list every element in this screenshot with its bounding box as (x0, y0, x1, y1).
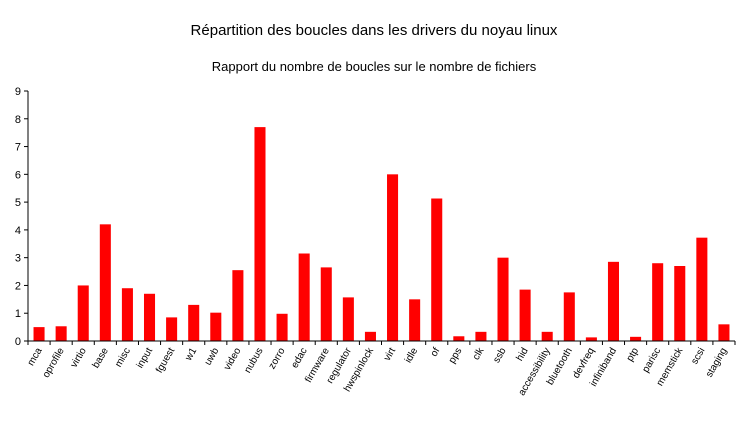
x-tick-label: video (222, 346, 244, 373)
chart-title: Répartition des boucles dans les drivers… (191, 22, 558, 39)
bar-hwspinlock (364, 331, 376, 341)
y-tick-label: 4 (15, 225, 21, 237)
y-tick-label: 0 (15, 336, 21, 348)
bar-scsi (696, 237, 708, 341)
x-tick-label: of (429, 346, 443, 359)
bar-nubus (254, 127, 266, 341)
x-tick-label: virtio (69, 346, 89, 370)
y-tick-label: 9 (15, 86, 21, 98)
x-tick-label: oprofile (41, 346, 67, 380)
x-tick-label: edac (289, 346, 309, 370)
bar-zorro (276, 313, 288, 341)
bar-devfreq (585, 337, 597, 341)
bar-bluetooth (563, 292, 575, 341)
bar-uwb (210, 312, 222, 341)
bar-w1 (188, 304, 200, 341)
bar-accessibility (541, 331, 553, 341)
x-tick-label: idle (403, 346, 421, 365)
bar-video (232, 270, 244, 341)
x-tick-label: ptp (625, 346, 642, 364)
bar-hid (519, 289, 531, 341)
bar-regulator (342, 297, 354, 341)
bar-virtio (77, 285, 89, 341)
bar-pps (453, 336, 465, 341)
y-tick-label: 3 (15, 253, 21, 265)
y-tick-label: 8 (15, 114, 21, 126)
x-tick-label: uwb (203, 346, 222, 368)
x-tick-label: clk (471, 345, 487, 362)
x-tick-label: misc (113, 346, 133, 369)
bar-clk (475, 331, 487, 341)
bar-ptp (630, 336, 642, 341)
y-axis: 0 1 2 3 4 5 6 7 8 9 (15, 86, 29, 348)
bar-mca (33, 327, 45, 341)
bar-idle (409, 299, 421, 341)
x-tick-label: pps (447, 346, 465, 365)
bar-oprofile (55, 326, 67, 341)
y-tick-label: 2 (15, 280, 21, 292)
x-tick-label: nubus (242, 346, 265, 375)
x-tick-label: base (91, 346, 112, 371)
chart-subtitle: Rapport du nombre de boucles sur le nomb… (212, 59, 537, 74)
bars (33, 127, 730, 341)
y-tick-label: 7 (15, 142, 21, 154)
bar-infiniband (607, 261, 620, 341)
x-tick-label: staging (704, 346, 730, 379)
bar-staging (718, 324, 730, 341)
x-tick-label: zorro (267, 346, 288, 372)
bar-of (431, 198, 443, 341)
x-tick-label: hid (515, 346, 531, 363)
bar-base (99, 224, 111, 341)
x-tick-label: ssb (491, 346, 509, 365)
bar-virt (387, 174, 399, 341)
x-tick-label: scsi (689, 346, 707, 366)
bar-memstick (674, 266, 686, 341)
bar-input (143, 293, 156, 341)
x-tick-label: input (135, 346, 155, 370)
x-tick-label: mca (26, 346, 45, 368)
bar-edac (298, 253, 310, 341)
x-tick-label: parisc (640, 346, 663, 375)
bar-misc (121, 288, 133, 341)
y-tick-label: 1 (15, 308, 21, 320)
bar-ssb (497, 257, 509, 341)
x-tick-label: fguest (154, 346, 177, 375)
y-tick-label: 6 (15, 169, 21, 181)
bar-firmware (320, 267, 332, 341)
bar-parisc (652, 263, 664, 341)
x-tick-label: w1 (183, 346, 200, 364)
x-tick-label: virt (382, 346, 398, 363)
y-tick-label: 5 (15, 197, 21, 209)
bar-fguest (166, 317, 178, 341)
